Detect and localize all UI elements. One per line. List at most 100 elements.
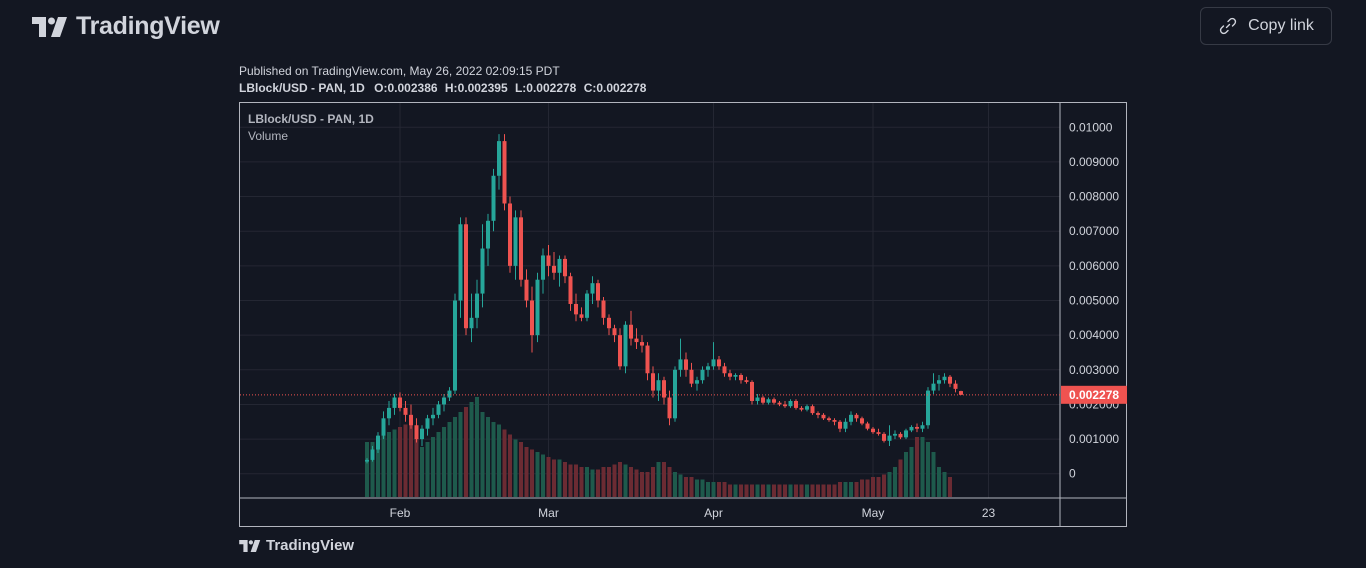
candle-body — [458, 224, 463, 301]
candle-body — [887, 435, 892, 441]
price-tick-label: 0.004000 — [1069, 328, 1119, 342]
volume-bar — [942, 472, 947, 497]
candle-body — [662, 380, 666, 398]
volume-bar — [931, 452, 936, 497]
volume-bar — [794, 484, 798, 497]
candle-body — [772, 399, 776, 403]
candle-body — [689, 369, 694, 384]
volume-bar — [711, 482, 716, 497]
volume-bar — [436, 432, 441, 497]
volume-bar — [563, 462, 567, 497]
candle-body — [816, 413, 820, 415]
price-tick-label: 0.009000 — [1069, 155, 1119, 169]
volume-bar — [898, 459, 903, 497]
volume-bar — [568, 464, 573, 497]
volume-bar — [513, 439, 518, 497]
volume-bar — [739, 484, 743, 497]
candle-body — [436, 404, 441, 415]
volume-bar — [860, 479, 864, 497]
candle-body — [821, 414, 826, 419]
candle-body — [942, 376, 947, 381]
volume-bar — [684, 477, 688, 497]
candle-body — [557, 258, 562, 273]
volume-bar — [733, 484, 738, 497]
volume-bar — [579, 467, 584, 497]
candle-body — [750, 381, 754, 401]
volume-bar — [915, 437, 919, 497]
ohlc-low-label: L: — [514, 81, 527, 95]
volume-bar — [854, 482, 859, 497]
candle-body — [403, 407, 408, 415]
volume-bar — [524, 447, 529, 497]
ohlc-high-label: H: — [444, 81, 458, 95]
volume-bar — [453, 417, 457, 497]
candle-body — [931, 383, 936, 391]
candle-body — [398, 397, 402, 408]
candle-body — [904, 430, 908, 438]
volume-bar — [750, 484, 754, 497]
volume-bar — [425, 442, 430, 497]
volume-bar — [387, 432, 391, 497]
volume-bar — [799, 484, 804, 497]
candle-body — [656, 380, 661, 391]
candle-body — [838, 421, 842, 429]
candle-body — [651, 373, 655, 391]
price-tick-label: 0.008000 — [1069, 190, 1119, 204]
candle-body — [502, 141, 507, 204]
time-tick-label: 23 — [982, 506, 996, 520]
volume-bar — [761, 484, 765, 497]
candle-body — [876, 432, 881, 434]
candle-body — [568, 276, 573, 304]
candle-body — [552, 265, 556, 273]
candle-body — [541, 255, 545, 280]
ohlc-header: LBlock/USD - PAN, 1D O:0.002386 H:0.0023… — [239, 81, 646, 95]
candle-body — [871, 428, 875, 433]
volume-bar — [541, 454, 545, 497]
candle-body — [695, 380, 699, 384]
candle-body — [761, 397, 765, 403]
candle-body — [783, 404, 787, 407]
candle-body — [491, 175, 496, 221]
volume-bar — [651, 467, 655, 497]
volume-bar — [849, 482, 853, 497]
candle-body — [926, 390, 930, 426]
candle-body — [854, 414, 859, 419]
volume-bar — [662, 462, 666, 497]
candle-body — [618, 335, 622, 367]
candle-body — [447, 390, 452, 398]
candle-body — [607, 317, 611, 329]
volume-bar — [755, 484, 760, 497]
copy-link-label: Copy link — [1248, 17, 1314, 34]
link-icon — [1219, 17, 1237, 35]
candle-body — [667, 397, 672, 419]
volume-bar — [838, 482, 842, 497]
candle-body — [365, 459, 369, 462]
legend-symbol: LBlock/USD - PAN, 1D — [248, 112, 374, 126]
tradingview-logo[interactable]: TradingView — [32, 12, 220, 41]
volume-bar — [557, 459, 562, 497]
ohlc-close-label: C: — [583, 81, 597, 95]
candle-body — [425, 418, 430, 429]
volume-bar — [376, 442, 380, 497]
candle-body — [579, 314, 584, 318]
candle-body — [409, 414, 413, 426]
candle-body — [376, 435, 380, 450]
tradingview-watermark[interactable]: TradingView — [239, 537, 354, 554]
volume-bar — [678, 474, 683, 497]
volume-bar — [810, 484, 815, 497]
candle-body — [634, 338, 639, 343]
volume-bar — [502, 429, 507, 497]
volume-bar — [882, 474, 886, 497]
candle-body — [893, 433, 897, 436]
candle-body — [508, 203, 512, 266]
candle-body — [546, 255, 551, 266]
volume-bar — [475, 397, 479, 497]
candle-body — [860, 418, 864, 424]
candle-body — [849, 414, 853, 422]
volume-bar — [640, 472, 644, 497]
volume-bar — [392, 429, 397, 497]
candle-body — [915, 426, 919, 429]
chart-frame[interactable] — [239, 102, 1127, 527]
copy-link-button[interactable]: Copy link — [1200, 7, 1332, 45]
